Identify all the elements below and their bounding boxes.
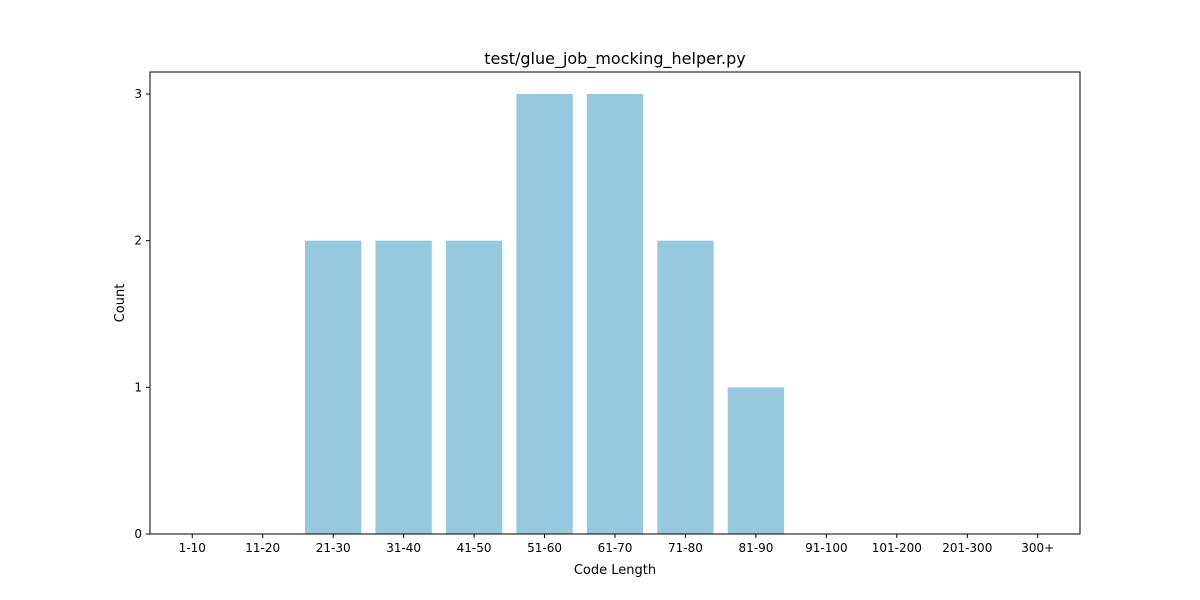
y-tick-label: 1 — [134, 380, 142, 394]
x-tick-label: 21-30 — [316, 541, 351, 555]
bar-61-70 — [586, 94, 644, 534]
bars-group — [305, 94, 785, 534]
bar-71-80 — [657, 240, 714, 534]
y-axis-ticks: 0 1 2 3 — [134, 87, 150, 541]
x-tick-label: 61-70 — [598, 541, 633, 555]
x-tick-label: 31-40 — [386, 541, 421, 555]
x-tick-label: 91-100 — [805, 541, 848, 555]
chart-title: test/glue_job_mocking_helper.py — [484, 49, 746, 69]
x-tick-label: 71-80 — [668, 541, 703, 555]
bar-41-50 — [445, 240, 503, 534]
x-tick-label: 1-10 — [179, 541, 206, 555]
x-tick-label: 11-20 — [245, 541, 280, 555]
y-tick-label: 0 — [134, 527, 142, 541]
x-tick-label: 300+ — [1021, 541, 1054, 555]
x-tick-label: 81-90 — [738, 541, 773, 555]
x-tick-label: 101-200 — [872, 541, 922, 555]
plot-area-frame — [149, 71, 1081, 535]
y-axis-label: Count — [113, 284, 128, 323]
x-axis-ticks: 1-10 11-20 21-30 31-40 41-50 51-60 61-70 71-80 8… — [179, 534, 1054, 555]
x-axis-label: Code Length — [574, 563, 656, 578]
x-tick-label: 41-50 — [457, 541, 492, 555]
x-tick-label: 201-300 — [942, 541, 992, 555]
bar-51-60 — [516, 94, 573, 534]
x-tick-label: 51-60 — [527, 541, 562, 555]
bar-31-40 — [375, 240, 432, 534]
y-tick-label: 3 — [134, 87, 142, 101]
bar-81-90 — [727, 387, 785, 534]
bar-21-30 — [305, 240, 362, 534]
y-tick-label: 2 — [134, 234, 142, 248]
